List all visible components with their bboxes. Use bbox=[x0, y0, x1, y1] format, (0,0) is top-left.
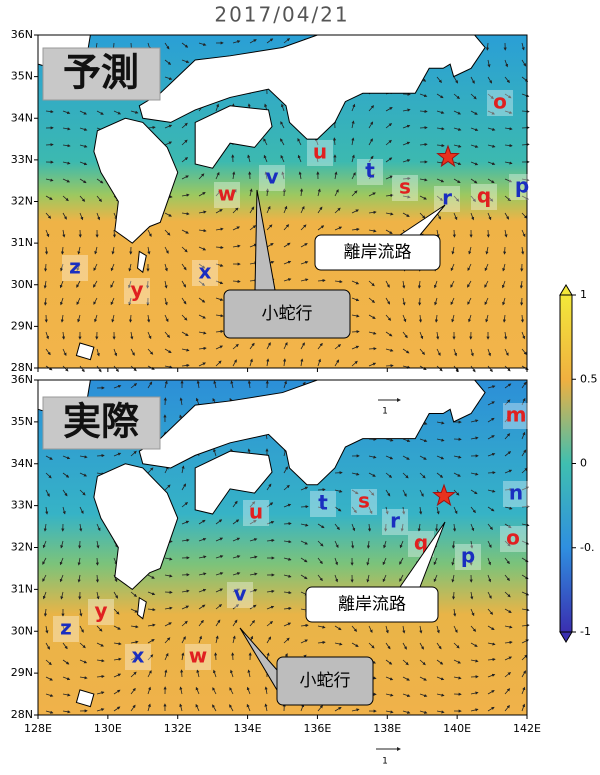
x-tick-label: 136E bbox=[303, 722, 331, 735]
x-tick-label: 132E bbox=[164, 722, 192, 735]
current-marker: z bbox=[69, 255, 81, 279]
vector-ref-label: 1 bbox=[382, 407, 388, 417]
y-tick-label: 34N bbox=[11, 457, 33, 470]
flow-vector bbox=[504, 247, 505, 254]
current-marker: v bbox=[233, 582, 246, 606]
colorbar-label: 0 bbox=[580, 457, 587, 470]
callout-text: 離岸流路 bbox=[344, 243, 412, 263]
vector-ref-label: 1 bbox=[382, 757, 388, 767]
current-marker: w bbox=[189, 644, 207, 668]
y-tick-label: 35N bbox=[11, 70, 33, 83]
current-marker: y bbox=[94, 599, 107, 623]
y-tick-label: 29N bbox=[11, 666, 33, 679]
current-marker: m bbox=[506, 403, 527, 427]
current-marker: t bbox=[365, 159, 375, 183]
current-marker: n bbox=[509, 481, 523, 505]
y-tick-label: 31N bbox=[11, 236, 33, 249]
current-marker: x bbox=[132, 644, 145, 668]
flow-vector bbox=[301, 506, 308, 507]
colorbar-label: -1 bbox=[580, 625, 591, 638]
flow-vector bbox=[97, 455, 104, 456]
colorbar-top bbox=[560, 285, 572, 295]
current-marker: p bbox=[461, 544, 475, 568]
x-tick-label: 140E bbox=[443, 722, 471, 735]
current-marker: u bbox=[313, 140, 327, 164]
x-tick-label: 138E bbox=[373, 722, 401, 735]
y-tick-label: 36N bbox=[11, 373, 33, 386]
flow-vector bbox=[215, 653, 216, 660]
current-marker: z bbox=[60, 616, 72, 640]
colorbar-label: -0. bbox=[580, 541, 594, 554]
flow-vector bbox=[97, 558, 98, 565]
current-marker: v bbox=[265, 165, 278, 189]
current-marker: q bbox=[477, 184, 491, 208]
current-marker: y bbox=[130, 278, 143, 302]
current-marker: x bbox=[199, 260, 212, 284]
callout-text: 小蛇行 bbox=[262, 304, 313, 324]
current-marker: p bbox=[515, 174, 529, 198]
x-tick-label: 134E bbox=[234, 722, 262, 735]
flow-vector bbox=[521, 298, 522, 305]
y-tick-label: 32N bbox=[11, 195, 33, 208]
current-marker: s bbox=[399, 175, 411, 199]
x-tick-label: 142E bbox=[513, 722, 541, 735]
flow-vector bbox=[352, 331, 359, 332]
y-tick-label: 28N bbox=[11, 708, 33, 721]
y-tick-label: 30N bbox=[11, 278, 33, 291]
current-marker: o bbox=[506, 526, 520, 550]
y-tick-label: 32N bbox=[11, 541, 33, 554]
y-tick-label: 29N bbox=[11, 319, 33, 332]
callout-text: 小蛇行 bbox=[300, 671, 351, 691]
x-tick-label: 130E bbox=[94, 722, 122, 735]
current-marker: s bbox=[358, 489, 370, 513]
colorbar-label: 0.5 bbox=[580, 372, 598, 385]
y-tick-label: 31N bbox=[11, 582, 33, 595]
y-tick-label: 36N bbox=[11, 28, 33, 41]
date: 2017/04/21 bbox=[214, 3, 349, 27]
colorbar-bottom bbox=[560, 632, 572, 642]
panel-label: 予測 bbox=[63, 51, 139, 95]
y-tick-label: 35N bbox=[11, 415, 33, 428]
current-marker: t bbox=[318, 491, 328, 515]
y-tick-label: 33N bbox=[11, 153, 33, 166]
callout-text: 離岸流路 bbox=[338, 595, 406, 615]
panel-label: 実際 bbox=[63, 400, 139, 444]
x-tick-label: 128E bbox=[24, 722, 52, 735]
flow-vector bbox=[488, 472, 495, 473]
colorbar bbox=[560, 295, 572, 632]
y-tick-label: 34N bbox=[11, 111, 33, 124]
current-marker: u bbox=[249, 500, 263, 524]
current-marker: o bbox=[493, 90, 507, 114]
current-marker: r bbox=[390, 509, 400, 533]
flow-vector bbox=[181, 670, 182, 677]
y-tick-label: 33N bbox=[11, 499, 33, 512]
y-tick-label: 30N bbox=[11, 624, 33, 637]
current-marker: w bbox=[218, 182, 236, 206]
colorbar-label: 1 bbox=[580, 288, 587, 301]
flow-vector bbox=[420, 127, 427, 128]
